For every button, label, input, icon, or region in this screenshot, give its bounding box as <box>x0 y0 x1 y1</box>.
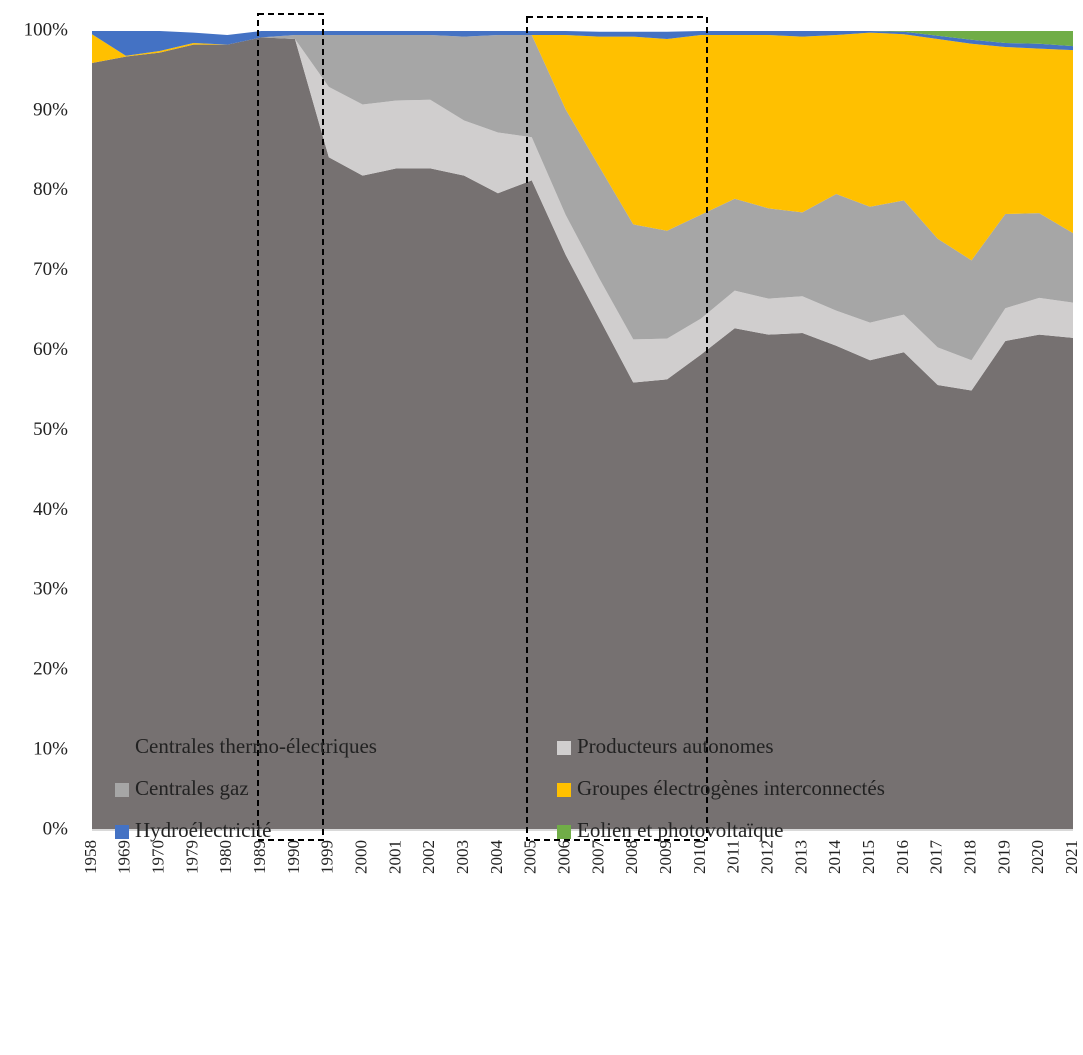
y-tick-label: 50% <box>33 419 68 440</box>
x-tick-label: 2005 <box>521 840 540 874</box>
x-tick-label: 2020 <box>1028 840 1047 874</box>
x-tick-label: 2017 <box>927 840 946 875</box>
y-tick-label: 10% <box>33 738 68 759</box>
y-tick-label: 0% <box>43 818 69 839</box>
x-tick-label: 1990 <box>284 840 303 874</box>
x-tick-label: 2011 <box>724 840 743 873</box>
legend-swatch <box>115 783 129 797</box>
area <box>92 34 1073 361</box>
legend-swatch <box>115 825 129 839</box>
legend-label: Groupes électrogènes interconnectés <box>577 776 885 800</box>
x-tick-label: 2007 <box>588 840 607 875</box>
legend-label: Hydroélectricité <box>135 818 271 842</box>
x-tick-label: 2016 <box>893 840 912 874</box>
x-tick-label: 1989 <box>250 840 269 874</box>
x-tick-label: 2015 <box>859 840 878 874</box>
legend-label: Producteurs autonomes <box>577 734 774 758</box>
legend-swatch <box>557 741 571 755</box>
x-tick-label: 2021 <box>1062 840 1081 874</box>
legend-swatch <box>557 783 571 797</box>
plot-area <box>92 31 1073 831</box>
x-tick-label: 2003 <box>453 840 472 874</box>
area <box>92 31 1073 47</box>
area <box>92 32 1073 261</box>
y-tick-label: 60% <box>33 339 68 360</box>
legend-swatch <box>115 741 129 755</box>
legend-label: Eolien et photovoltaïque <box>577 818 783 842</box>
area <box>92 37 1073 391</box>
y-tick-label: 100% <box>24 19 69 40</box>
x-tick-label: 2018 <box>960 840 979 874</box>
x-tick-label: 2019 <box>994 840 1013 874</box>
x-tick-label: 2013 <box>791 840 810 874</box>
x-tick-label: 2001 <box>385 840 404 874</box>
x-tick-label: 2006 <box>554 840 573 874</box>
x-tick-label: 1958 <box>81 840 100 874</box>
y-tick-label: 80% <box>33 179 68 200</box>
x-tick-label: 2010 <box>690 840 709 874</box>
x-tick-label: 1999 <box>318 840 337 874</box>
area <box>92 31 1073 56</box>
y-tick-label: 70% <box>33 259 68 280</box>
legend-swatch <box>557 825 571 839</box>
legend-label: Centrales gaz <box>135 776 249 800</box>
area <box>92 37 1073 831</box>
legend-label: Centrales thermo-électriques <box>135 734 377 758</box>
x-tick-label: 2002 <box>419 840 438 874</box>
x-tick-label: 2008 <box>622 840 641 874</box>
x-tick-label: 2000 <box>352 840 371 874</box>
x-tick-label: 1969 <box>115 840 134 874</box>
x-tick-label: 1979 <box>182 840 201 874</box>
y-tick-label: 90% <box>33 99 68 120</box>
x-tick-label: 2014 <box>825 840 844 875</box>
y-tick-label: 40% <box>33 499 68 520</box>
x-tick-label: 2004 <box>487 840 506 875</box>
y-tick-label: 30% <box>33 579 68 600</box>
highlight-box <box>526 16 708 841</box>
y-tick-label: 20% <box>33 659 68 680</box>
x-tick-label: 2012 <box>757 840 776 874</box>
highlight-box <box>257 13 324 841</box>
x-tick-label: 1970 <box>149 840 168 874</box>
x-tick-label: 2009 <box>656 840 675 874</box>
x-tick-label: 1980 <box>216 840 235 874</box>
